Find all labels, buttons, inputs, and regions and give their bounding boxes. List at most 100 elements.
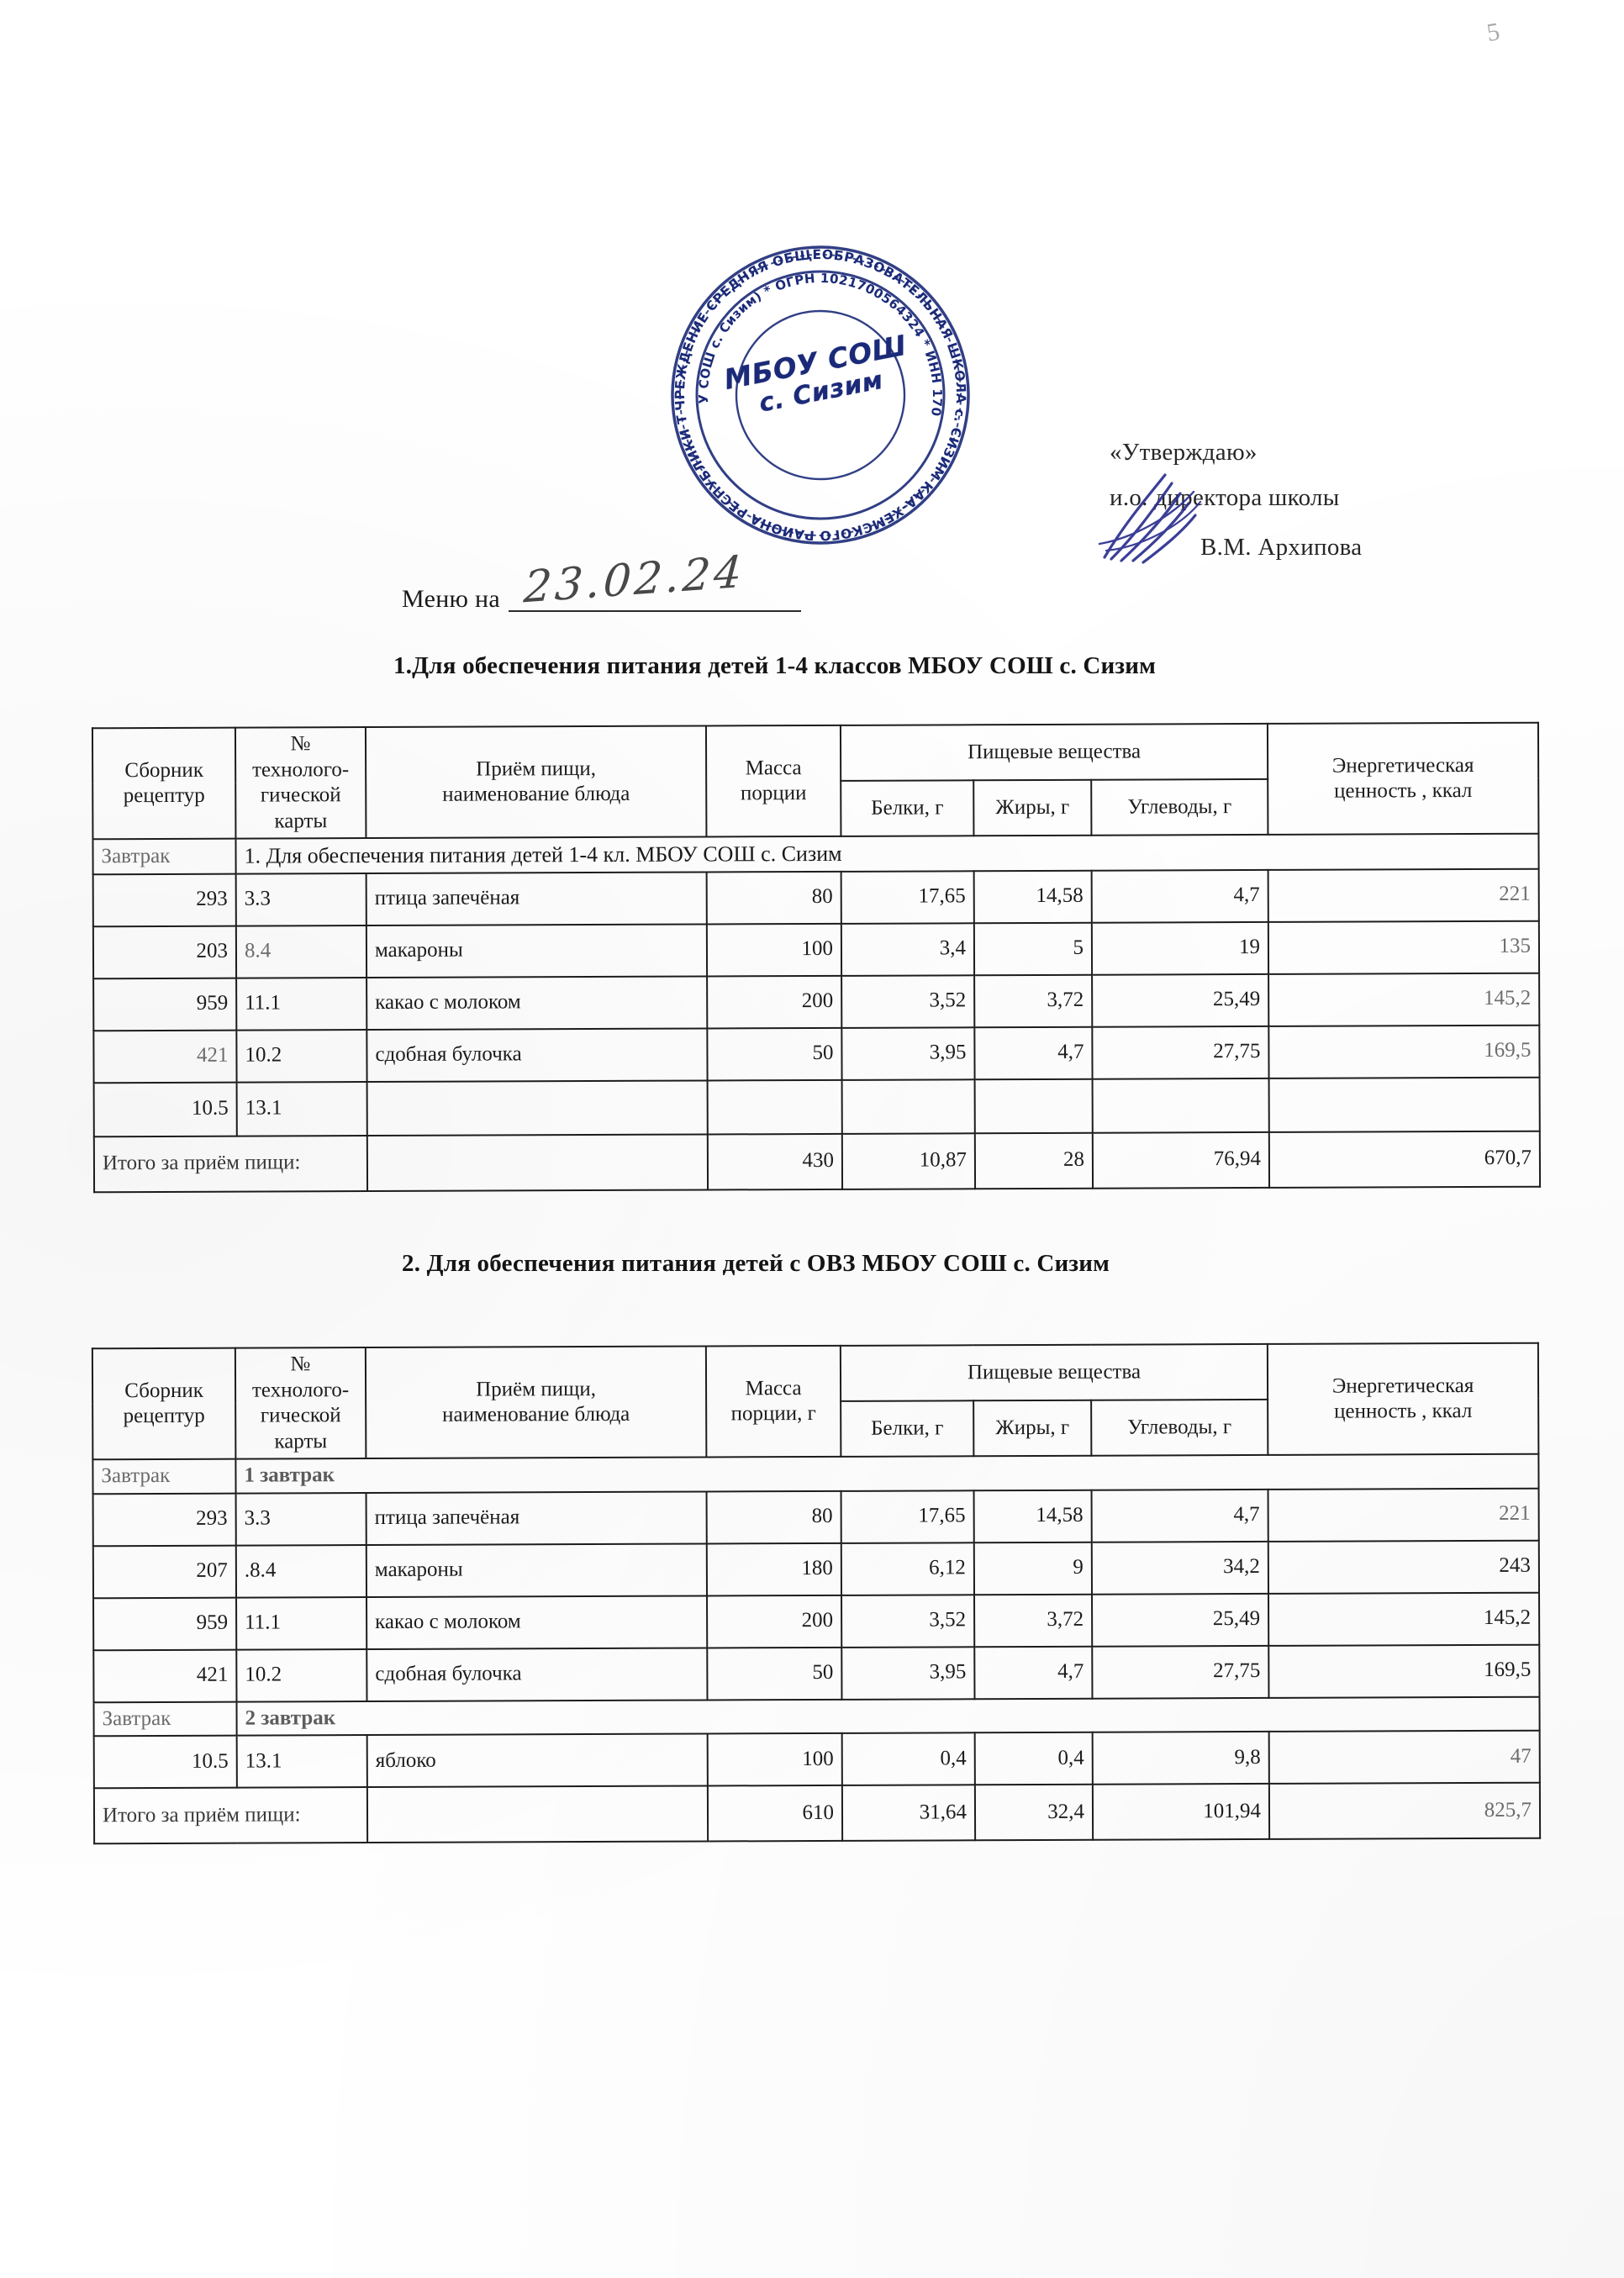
th-portion-line1: Масса	[745, 756, 802, 779]
total-massa: 430	[707, 1133, 843, 1190]
cell-kkal: 243	[1268, 1540, 1540, 1594]
th-energy-line1: Энергетическая	[1331, 1374, 1474, 1398]
total-zhiry: 32,4	[974, 1784, 1094, 1841]
table-2-body: Завтрак 1 завтрак 293 3.3 птица запечёна…	[92, 1453, 1541, 1844]
total-belki: 10,87	[841, 1132, 976, 1189]
total-label: Итого за приём пищи:	[93, 1135, 368, 1193]
cell-massa: 100	[707, 1732, 842, 1786]
th-energy: Энергетическая ценность , ккал	[1267, 1342, 1539, 1455]
cell-kkal: 135	[1268, 920, 1540, 974]
cell-sbornik: 293	[92, 1493, 236, 1546]
th-dish: Приём пищи, наименование блюда	[365, 725, 707, 839]
cell-belki: 3,4	[841, 922, 975, 976]
th-proteins: Белки, г	[841, 780, 974, 836]
total-massa: 610	[707, 1785, 843, 1842]
cell-massa: 180	[706, 1542, 842, 1595]
th-tech-card-line1: № технолого-	[251, 1353, 350, 1402]
table-1-body: Завтрак 1. Для обеспечения питания детей…	[92, 833, 1541, 1193]
cell-dish: макароны	[366, 1542, 708, 1597]
table-2-header: Сборник рецептур № технолого- гической к…	[92, 1342, 1539, 1460]
cell-belki: 3,95	[841, 1026, 975, 1080]
th-sbornik: Сборник рецептур	[92, 727, 236, 840]
th-sbornik: Сборник рецептур	[92, 1347, 236, 1460]
th-nutrients-group: Пищевые вещества	[840, 1343, 1268, 1401]
cell-dish: яблоко	[366, 1733, 708, 1788]
th-energy: Энергетическая ценность , ккал	[1267, 722, 1539, 835]
official-stamp: МУНИЦИПАЛЬНОЕ БЮДЖЕТНОЕ ОБЩЕОБРАЗОВАТЕЛЬ…	[642, 217, 998, 572]
cell-dish: какао с молоком	[366, 1595, 708, 1649]
cell-zhiry: 4,7	[974, 1646, 1093, 1699]
cell-belki: 3,95	[841, 1646, 975, 1700]
table-row: 959 11.1 какао с молоком 200 3,52 3,72 2…	[93, 1592, 1540, 1650]
cell-dish: птица запечёная	[366, 872, 707, 925]
cell-massa: 80	[706, 1490, 841, 1543]
cell-uglevody: 27,75	[1092, 1026, 1269, 1079]
th-fats: Жиры, г	[973, 779, 1092, 836]
meal-description: 1 завтрак	[235, 1453, 1539, 1494]
cell-kkal: 169,5	[1268, 1644, 1540, 1698]
table-row: 959 11.1 какао с молоком 200 3,52 3,72 2…	[93, 973, 1540, 1031]
cell-kkal: 47	[1268, 1730, 1540, 1784]
th-tech-card-line2: гической	[260, 1404, 341, 1427]
cell-sbornik: 293	[92, 873, 236, 927]
cell-dish: какао с молоком	[366, 976, 708, 1030]
cell-zhiry: 14,58	[973, 870, 1092, 923]
cell-belki: 3,52	[841, 1594, 975, 1648]
table-row: 421 10.2 сдобная булочка 50 3,95 4,7 27,…	[93, 1025, 1540, 1084]
cell-uglevody: 27,75	[1092, 1645, 1269, 1699]
table-row: 421 10.2 сдобная булочка 50 3,95 4,7 27,…	[93, 1644, 1540, 1702]
table-row: 203 8.4 макароны 100 3,4 5 19 135	[92, 920, 1540, 979]
section-1-title: 1.Для обеспечения питания детей 1-4 клас…	[393, 652, 1157, 679]
th-proteins: Белки, г	[841, 1400, 974, 1457]
cell-massa	[707, 1079, 842, 1135]
cell-dish: птица запечёная	[366, 1490, 707, 1545]
table-row: 207 .8.4 макароны 180 6,12 9 34,2 243	[92, 1540, 1540, 1598]
meal-description: 2 завтрак	[236, 1696, 1540, 1736]
table-1-header: Сборник рецептур № технолого- гической к…	[92, 722, 1539, 840]
page-number: 5	[1484, 18, 1502, 47]
total-empty	[366, 1134, 709, 1191]
cell-karta: 8.4	[235, 925, 367, 978]
cell-zhiry: 9	[973, 1542, 1093, 1595]
cell-zhiry: 3,72	[974, 974, 1093, 1027]
approval-utverzhdayu: «Утверждаю»	[1110, 439, 1258, 466]
total-zhiry: 28	[974, 1132, 1094, 1189]
th-portion: Масса порции, г	[705, 1345, 841, 1458]
table-row: 293 3.3 птица запечёная 80 17,65 14,58 4…	[92, 868, 1539, 927]
cell-belki: 6,12	[841, 1542, 975, 1595]
cell-zhiry: 4,7	[974, 1026, 1093, 1079]
cell-massa: 200	[707, 975, 842, 1029]
th-carbs: Углеводы, г	[1091, 778, 1268, 836]
stamp-svg: МУНИЦИПАЛЬНОЕ БЮДЖЕТНОЕ ОБЩЕОБРАЗОВАТЕЛЬ…	[642, 217, 985, 562]
menu-table-2-wrapper: Сборник рецептур № технолого- гической к…	[92, 1342, 1541, 1845]
cell-karta: .8.4	[235, 1544, 367, 1598]
th-energy-line1: Энергетическая	[1331, 753, 1474, 778]
th-tech-card-line1: № технолого-	[251, 732, 350, 782]
cell-karta: 13.1	[236, 1081, 367, 1136]
cell-dish: сдобная булочка	[366, 1028, 708, 1082]
cell-dish: макароны	[366, 924, 708, 978]
cell-belki: 17,65	[841, 1490, 974, 1543]
cell-kkal: 169,5	[1268, 1025, 1540, 1078]
cell-uglevody: 9,8	[1092, 1731, 1269, 1785]
table-row: 293 3.3 птица запечёная 80 17,65 14,58 4…	[92, 1488, 1539, 1546]
cell-karta: 11.1	[236, 977, 367, 1031]
cell-kkal: 145,2	[1268, 973, 1540, 1026]
cell-zhiry: 5	[973, 922, 1093, 975]
menu-date-blank[interactable]: 23.02.24	[509, 547, 802, 613]
th-tech-card-line3: карты	[274, 809, 328, 832]
cell-zhiry: 0,4	[974, 1732, 1093, 1785]
cell-uglevody	[1092, 1078, 1269, 1133]
cell-kkal: 221	[1268, 1488, 1539, 1542]
cell-uglevody: 19	[1091, 921, 1269, 975]
cell-sbornik: 959	[93, 1597, 237, 1650]
th-portion-line2: порции, г	[730, 1401, 816, 1426]
th-portion: Масса порции	[705, 725, 841, 837]
cell-uglevody: 34,2	[1091, 1541, 1269, 1595]
table-total-row: Итого за приём пищи: 610 31,64 32,4 101,…	[93, 1782, 1541, 1844]
menu-date-label: Меню на	[402, 585, 501, 613]
section-2-title: 2. Для обеспечения питания детей с ОВЗ М…	[402, 1250, 1110, 1277]
cell-kkal: 221	[1268, 868, 1539, 922]
cell-sbornik: 207	[92, 1545, 237, 1598]
cell-sbornik: 10.5	[93, 1735, 237, 1789]
